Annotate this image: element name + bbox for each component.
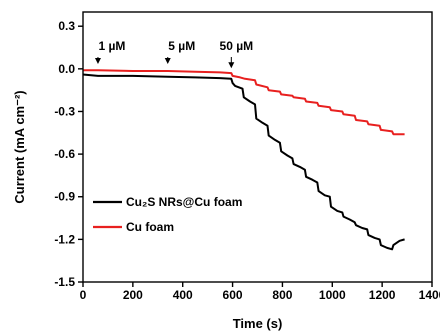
y-tick-label: -0.9: [54, 190, 75, 204]
y-tick-label: 0.0: [58, 62, 75, 76]
annotations: 1 µM 5 µM 50 µM: [94, 39, 254, 69]
x-tick-label: 1400: [419, 288, 440, 302]
y-tick-label: -1.5: [54, 275, 75, 289]
x-tick-label: 600: [223, 288, 243, 302]
plot-area: [82, 69, 405, 251]
y-tick-label: -0.3: [54, 104, 75, 118]
annotation-label: 1 µM: [98, 39, 125, 53]
y-tick-label: 0.3: [58, 19, 75, 33]
x-axis-title: Time (s): [233, 316, 283, 331]
x-tick-label: 1200: [369, 288, 396, 302]
x-tick-label: 200: [123, 288, 143, 302]
x-tick-label: 1000: [319, 288, 346, 302]
series-line-1: [83, 69, 405, 136]
y-tick-label: -1.2: [54, 232, 75, 246]
x-tick-label: 400: [173, 288, 193, 302]
series-line-0: [82, 73, 405, 251]
plot-frame: [82, 11, 433, 283]
legend: Cu₂S NRs@Cu foam Cu foam: [93, 195, 242, 234]
legend-label-cu-foam: Cu foam: [126, 220, 174, 234]
annotation-label: 5 µM: [168, 39, 195, 53]
y-axis-title: Current (mA cm⁻²): [12, 90, 27, 203]
tick-labels: 0 200 400 600 800 1000 1200 1400 -1.5 -1.2 -0.9 -0.…: [54, 19, 440, 302]
x-tick-label: 800: [272, 288, 292, 302]
annotation-arrowhead: [164, 58, 171, 64]
annotation-arrowhead: [228, 62, 235, 69]
legend-label-cu2s: Cu₂S NRs@Cu foam: [126, 195, 242, 209]
annotation-arrowhead: [94, 58, 101, 64]
annotation-label: 50 µM: [220, 39, 254, 53]
y-tick-label: -0.6: [54, 147, 75, 161]
x-tick-label: 0: [80, 288, 87, 302]
axes: [78, 11, 433, 287]
